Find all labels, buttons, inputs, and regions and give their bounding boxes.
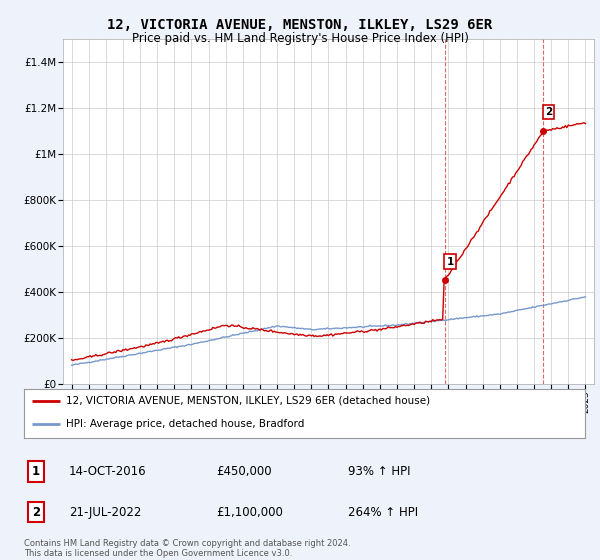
Text: Contains HM Land Registry data © Crown copyright and database right 2024.
This d: Contains HM Land Registry data © Crown c…: [24, 539, 350, 558]
Text: 21-JUL-2022: 21-JUL-2022: [69, 506, 142, 519]
Text: HPI: Average price, detached house, Bradford: HPI: Average price, detached house, Brad…: [66, 419, 304, 429]
Text: 12, VICTORIA AVENUE, MENSTON, ILKLEY, LS29 6ER (detached house): 12, VICTORIA AVENUE, MENSTON, ILKLEY, LS…: [66, 396, 430, 406]
Text: Price paid vs. HM Land Registry's House Price Index (HPI): Price paid vs. HM Land Registry's House …: [131, 32, 469, 45]
Text: 1: 1: [32, 465, 40, 478]
Text: 93% ↑ HPI: 93% ↑ HPI: [348, 465, 410, 478]
Text: £1,100,000: £1,100,000: [216, 506, 283, 519]
Text: 2: 2: [32, 506, 40, 519]
Text: 2: 2: [545, 108, 552, 117]
Text: 12, VICTORIA AVENUE, MENSTON, ILKLEY, LS29 6ER: 12, VICTORIA AVENUE, MENSTON, ILKLEY, LS…: [107, 18, 493, 32]
Text: 14-OCT-2016: 14-OCT-2016: [69, 465, 146, 478]
Text: £450,000: £450,000: [216, 465, 272, 478]
Text: 264% ↑ HPI: 264% ↑ HPI: [348, 506, 418, 519]
Text: 1: 1: [446, 256, 454, 267]
